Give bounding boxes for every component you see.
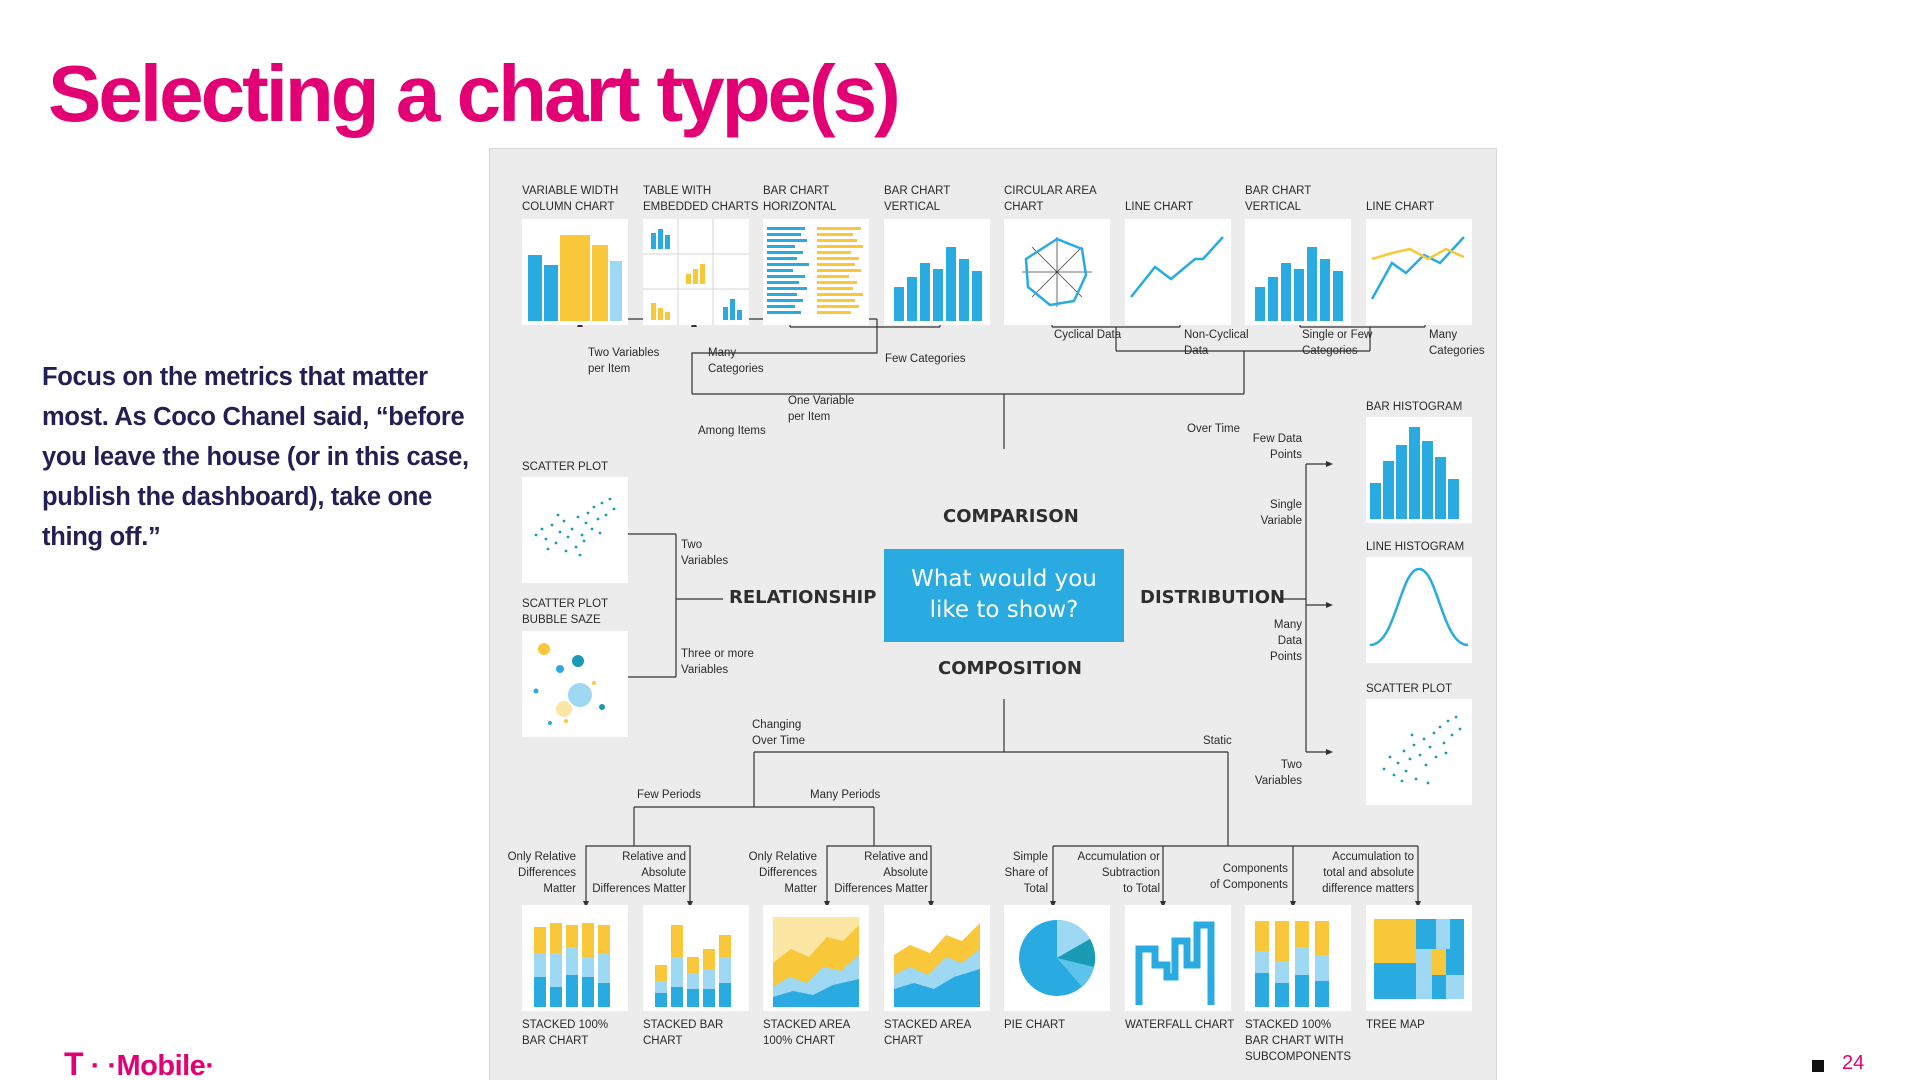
few-data-points-note: Few Data Points — [1252, 433, 1302, 461]
few-categories-note: Few Categories — [885, 353, 966, 365]
few-periods-note: Few Periods — [637, 789, 701, 801]
stacked-area-chart-icon — [884, 905, 990, 1011]
composition-note-8: Accumulation to total and absolute diffe… — [1322, 851, 1414, 895]
page-title: Selecting a chart type(s) — [48, 49, 901, 138]
multi-line-chart-icon — [1366, 219, 1472, 325]
table-embedded-charts-icon — [643, 219, 749, 325]
single-or-few-categories-note: Single or Few Categories — [1302, 329, 1373, 357]
many-categories-note-2: Many Categories — [1429, 329, 1485, 357]
variable-width-column-chart-icon — [522, 219, 628, 325]
stacked-100-subcomponents-label: STACKED 100% BAR CHART WITH SUBCOMPONENT… — [1245, 1019, 1352, 1063]
quote-text: Focus on the metrics that matter most. A… — [42, 363, 469, 551]
scatter-plot-label: SCATTER PLOT — [522, 461, 609, 473]
bar-histogram-icon — [1366, 417, 1472, 523]
distribution-two-variables-note: Two Variables — [1254, 759, 1302, 787]
stacked-area-chart-label: STACKED AREA CHART — [884, 1019, 972, 1047]
relationship-category: RELATIONSHIP — [729, 587, 877, 608]
stacked-bar-chart-label: STACKED BAR CHART — [643, 1019, 724, 1047]
pie-chart-icon — [1004, 905, 1110, 1011]
logo-wordmark: Mobile — [116, 1050, 206, 1080]
horizontal-bar-chart-label: BAR CHART HORIZONTAL — [763, 185, 837, 213]
distribution-scatter-plot-icon — [1366, 699, 1472, 805]
page-number: 24 — [1842, 1052, 1865, 1074]
composition-note-7: Components of Components — [1210, 863, 1288, 891]
composition-note-2: Relative and Absolute Differences Matter — [592, 851, 686, 895]
cyclical-data-note: Cyclical Data — [1054, 329, 1122, 341]
bubble-chart-icon — [522, 631, 628, 737]
what-to-show-box: What would you like to show? — [884, 549, 1124, 642]
composition-category: COMPOSITION — [938, 658, 1082, 679]
stacked-100-bar-chart-label: STACKED 100% BAR CHART — [522, 1019, 609, 1047]
scatter-plot-icon — [522, 477, 628, 583]
non-cyclical-data-note: Non-Cyclical Data — [1184, 329, 1249, 357]
three-or-more-variables-note: Three or more Variables — [681, 648, 754, 676]
t-mobile-logo: T · ·Mobile· — [64, 1046, 215, 1080]
tree-map-label: TREE MAP — [1366, 1019, 1425, 1031]
stacked-area-100-chart-icon — [763, 905, 869, 1011]
stacked-100-subcomponents-chart-icon — [1245, 905, 1351, 1011]
many-data-points-note: Many Data Points — [1270, 619, 1302, 663]
stacked-area-100-chart-label: STACKED AREA 100% CHART — [763, 1019, 851, 1047]
one-variable-per-item-note: One Variable per Item — [788, 395, 855, 423]
vertical-bar-chart-label: BAR CHART VERTICAL — [884, 185, 951, 213]
variable-width-column-chart-label: VARIABLE WIDTH COLUMN CHART — [522, 185, 619, 213]
distribution-scatter-plot-label: SCATTER PLOT — [1366, 683, 1453, 695]
multi-line-chart-label: LINE CHART — [1366, 201, 1435, 213]
tree-map-icon — [1366, 905, 1472, 1011]
horizontal-bar-chart-icon — [763, 219, 869, 325]
line-chart-label: LINE CHART — [1125, 201, 1194, 213]
center-line-1: What would you — [911, 566, 1097, 592]
composition-note-3: Only Relative Differences Matter — [748, 851, 817, 895]
among-items-note: Among Items — [698, 425, 766, 437]
vertical-bar-chart-icon — [884, 219, 990, 325]
two-variables-per-item-note: Two Variables per Item — [588, 347, 660, 375]
connector-lines — [522, 219, 1472, 1011]
changing-over-time-note: Changing Over Time — [752, 719, 806, 747]
vertical-bar-chart-icon-2 — [1245, 219, 1351, 325]
circular-area-chart-label: CIRCULAR AREA CHART — [1004, 185, 1097, 213]
chart-chooser-diagram: VARIABLE WIDTH COLUMN CHART TABLE WITH E… — [489, 148, 1497, 1080]
table-embedded-charts-label: TABLE WITH EMBEDDED CHARTS — [643, 185, 759, 213]
center-line-2: like to show? — [929, 597, 1079, 623]
line-histogram-icon — [1366, 557, 1472, 663]
bubble-chart-label: SCATTER PLOT BUBBLE SAZE — [522, 598, 609, 626]
comparison-category: COMPARISON — [943, 506, 1079, 527]
over-time-note: Over Time — [1187, 423, 1241, 435]
bar-histogram-label: BAR HISTOGRAM — [1366, 401, 1463, 413]
line-chart-icon — [1125, 219, 1231, 325]
single-variable-note: Single Variable — [1260, 499, 1302, 527]
stacked-100-bar-chart-icon — [522, 905, 628, 1011]
circular-area-chart-icon — [1004, 219, 1110, 325]
waterfall-chart-icon — [1125, 905, 1231, 1011]
line-histogram-label: LINE HISTOGRAM — [1366, 541, 1465, 553]
composition-note-4: Relative and Absolute Differences Matter — [834, 851, 928, 895]
vertical-bar-chart-label-2: BAR CHART VERTICAL — [1245, 185, 1312, 213]
many-periods-note: Many Periods — [810, 789, 881, 801]
waterfall-chart-label: WATERFALL CHART — [1125, 1019, 1235, 1031]
logo-trail: · — [205, 1050, 215, 1080]
page-marker-icon — [1812, 1060, 1824, 1072]
composition-note-6: Accumulation or Subtraction to Total — [1077, 851, 1160, 895]
logo-dots: · · — [90, 1050, 117, 1080]
two-variables-note: Two Variables — [681, 539, 729, 567]
composition-note-1: Only Relative Differences Matter — [507, 851, 576, 895]
stacked-bar-chart-icon — [643, 905, 749, 1011]
static-note: Static — [1203, 735, 1232, 747]
composition-note-5: Simple Share of Total — [1004, 851, 1048, 895]
logo-mark: T — [64, 1046, 84, 1080]
pie-chart-label: PIE CHART — [1004, 1019, 1066, 1031]
many-categories-note: Many Categories — [708, 347, 764, 375]
distribution-category: DISTRIBUTION — [1140, 587, 1286, 608]
